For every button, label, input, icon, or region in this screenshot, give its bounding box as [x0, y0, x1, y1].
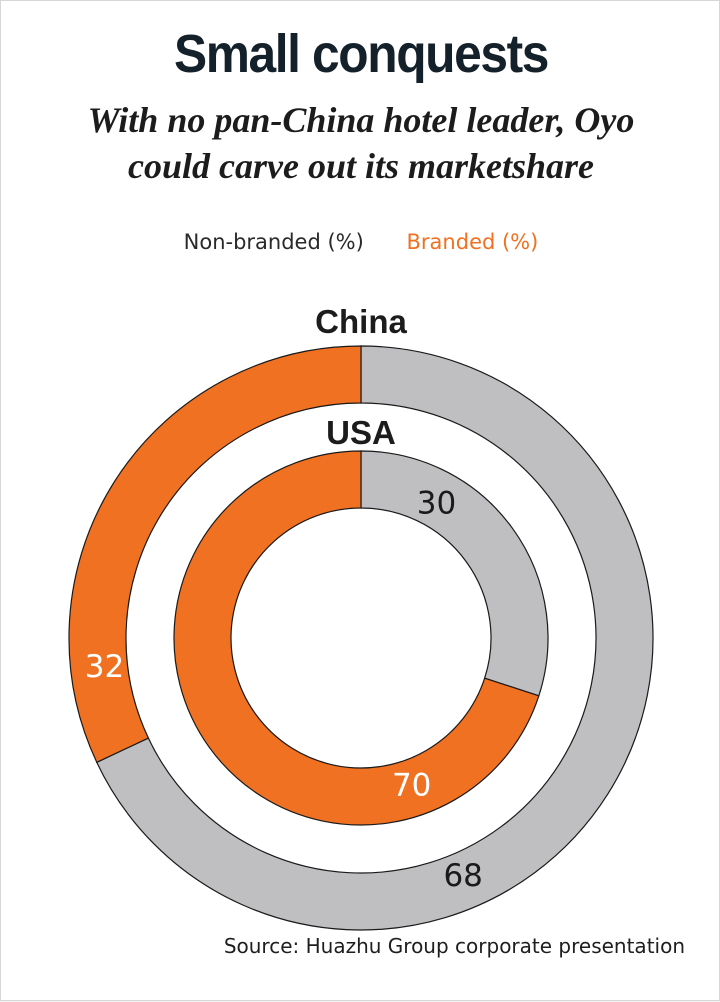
usa-ring-label: USA: [326, 414, 396, 451]
chart-legend: Non-branded (%) Branded (%): [1, 230, 720, 254]
usa-branded-value-label: 70: [392, 767, 431, 803]
china-non-branded-value-label: 68: [443, 858, 482, 894]
usa-branded-slice: [173, 450, 540, 826]
subtitle-line-1: With no pan-China hotel leader, Oyo: [87, 100, 635, 140]
chart-subtitle: With no pan-China hotel leader, Oyo coul…: [1, 97, 720, 189]
china-non-branded-slice: [95, 345, 654, 931]
china-ring-label: China: [315, 303, 407, 340]
legend-branded: Branded (%): [406, 230, 539, 254]
usa-non-branded-value-label: 30: [417, 486, 456, 522]
source-note: Source: Huazhu Group corporate presentat…: [223, 934, 685, 958]
legend-non-branded: Non-branded (%): [183, 230, 364, 254]
usa-non-branded-slice: [360, 450, 549, 697]
china-branded-slice: [68, 345, 362, 764]
china-branded-value-label: 32: [85, 649, 124, 685]
chart-title: Small conquests: [173, 24, 549, 84]
subtitle-line-2: could carve out its marketshare: [128, 146, 594, 186]
